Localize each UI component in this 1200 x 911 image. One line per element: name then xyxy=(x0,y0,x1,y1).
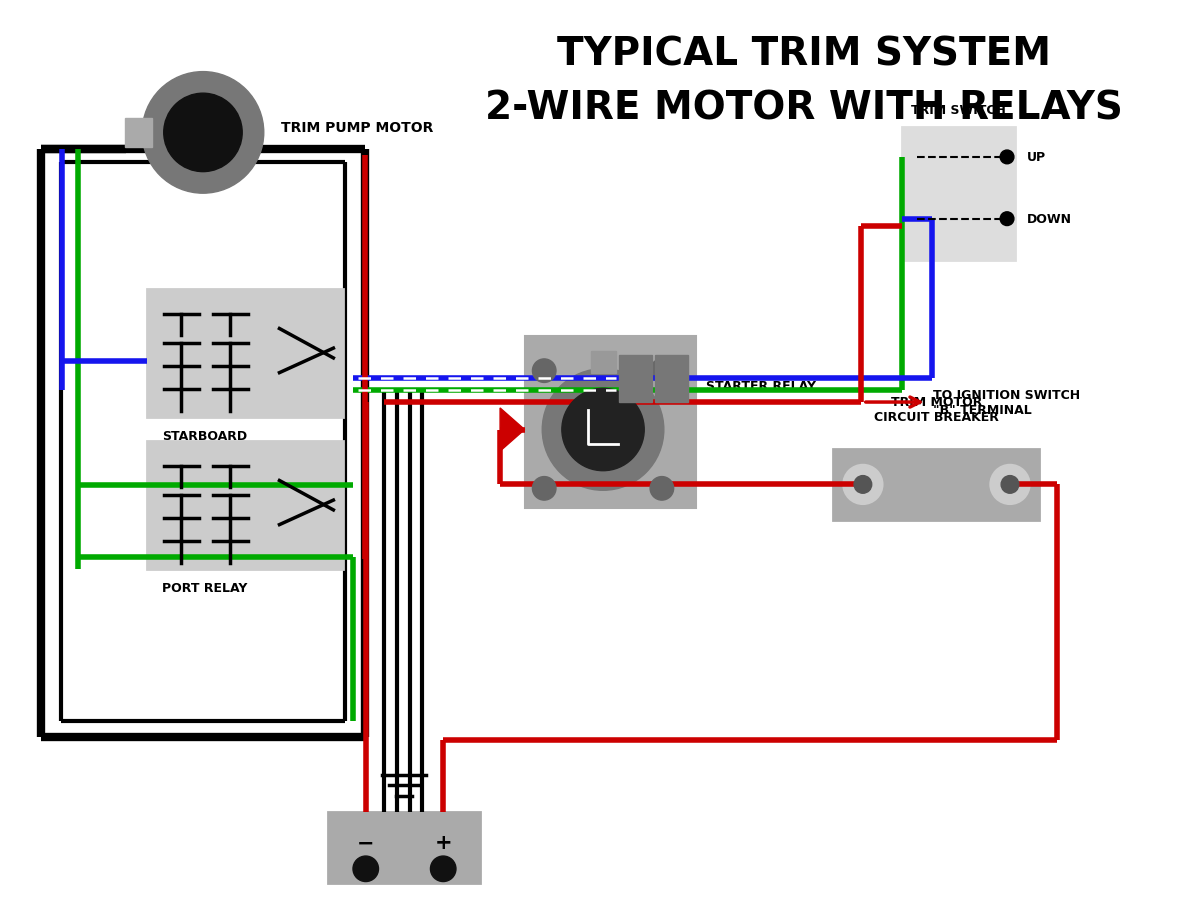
Circle shape xyxy=(1001,476,1019,494)
Bar xyxy=(619,355,652,403)
Circle shape xyxy=(650,360,673,383)
Text: DOWN: DOWN xyxy=(1027,213,1072,226)
Circle shape xyxy=(1000,151,1014,165)
Bar xyxy=(592,352,616,374)
Circle shape xyxy=(142,73,264,194)
Text: UP: UP xyxy=(1027,151,1045,164)
Bar xyxy=(834,450,1039,520)
Circle shape xyxy=(562,389,644,471)
Circle shape xyxy=(1000,212,1014,226)
Text: TRIM SWITCH: TRIM SWITCH xyxy=(911,104,1006,117)
Bar xyxy=(148,442,343,569)
Bar xyxy=(655,355,689,403)
Bar xyxy=(125,118,152,148)
Bar xyxy=(524,337,696,508)
Text: TRIM PUMP MOTOR: TRIM PUMP MOTOR xyxy=(282,121,433,136)
Text: 2-WIRE MOTOR WITH RELAYS: 2-WIRE MOTOR WITH RELAYS xyxy=(485,90,1123,128)
Bar xyxy=(329,812,480,883)
Text: PORT RELAY: PORT RELAY xyxy=(162,581,247,594)
Circle shape xyxy=(990,466,1030,505)
Circle shape xyxy=(533,477,556,500)
Text: TYPICAL TRIM SYSTEM: TYPICAL TRIM SYSTEM xyxy=(557,36,1051,74)
Text: TO IGNITION SWITCH
"B" TERMINAL: TO IGNITION SWITCH "B" TERMINAL xyxy=(934,389,1081,416)
Circle shape xyxy=(533,360,556,383)
Circle shape xyxy=(854,476,871,494)
Circle shape xyxy=(542,369,664,491)
Text: STARBOARD
RELAY: STARBOARD RELAY xyxy=(162,429,247,457)
Text: TRIM MOTOR
CIRCUIT BREAKER: TRIM MOTOR CIRCUIT BREAKER xyxy=(874,395,998,424)
Text: −: − xyxy=(356,833,374,853)
Circle shape xyxy=(844,466,882,505)
Bar xyxy=(148,290,343,417)
Bar xyxy=(902,128,1015,261)
Circle shape xyxy=(163,94,242,172)
Circle shape xyxy=(650,477,673,500)
Polygon shape xyxy=(500,408,524,452)
Text: STARTER RELAY: STARTER RELAY xyxy=(706,380,816,393)
Text: +: + xyxy=(434,833,452,853)
Circle shape xyxy=(431,856,456,882)
Circle shape xyxy=(353,856,378,882)
